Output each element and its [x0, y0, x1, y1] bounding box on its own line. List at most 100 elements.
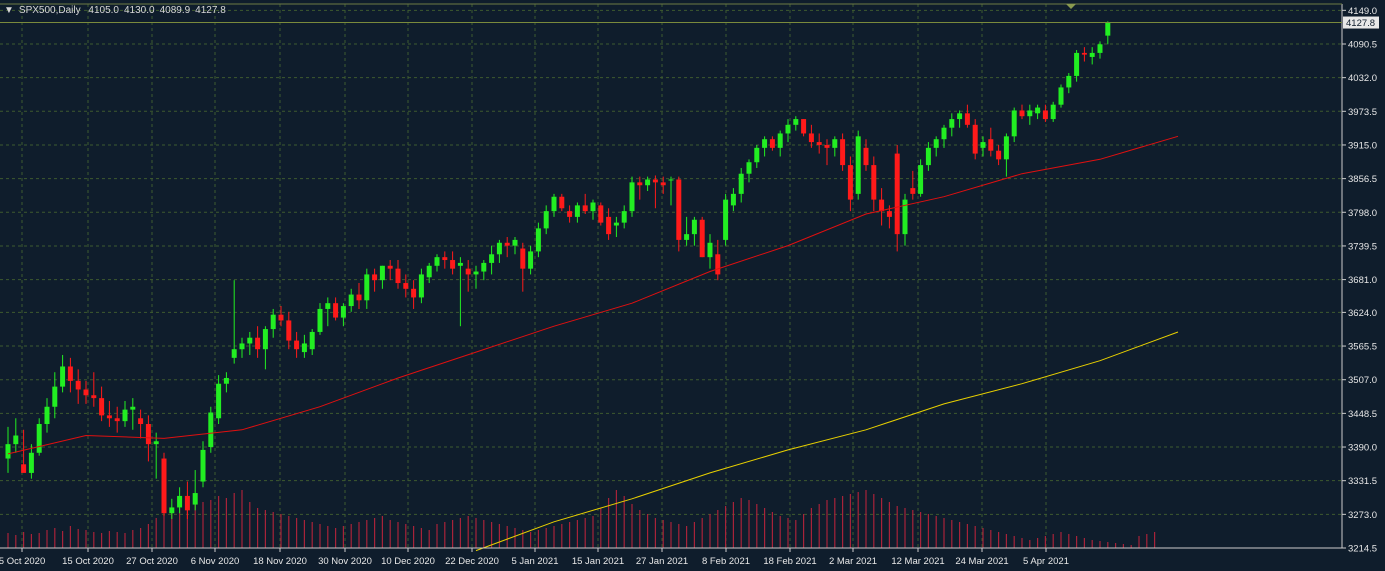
candle-body	[60, 366, 66, 387]
close-value: 4127.8	[195, 5, 226, 16]
candle-body	[785, 124, 791, 134]
candle-body	[1066, 75, 1072, 88]
candle-body	[621, 211, 627, 223]
candle-body	[387, 265, 393, 269]
candle-body	[723, 199, 729, 240]
candle-body	[567, 211, 573, 217]
candle-body	[317, 308, 323, 332]
y-tick-label: 3973.5	[1348, 107, 1377, 118]
y-tick-label: 3214.5	[1348, 544, 1377, 555]
candle-body	[707, 242, 713, 258]
chart-shift-marker-icon	[1066, 4, 1076, 9]
candle-body	[457, 262, 463, 266]
candle-body	[746, 162, 752, 174]
candle-body	[1042, 110, 1048, 120]
y-tick-label: 3448.5	[1348, 409, 1377, 420]
collapse-triangle-icon[interactable]: ▼	[4, 5, 14, 16]
candle-body	[372, 274, 378, 281]
candle-body	[83, 389, 89, 396]
candle-body	[395, 268, 401, 284]
candle-body	[996, 150, 1002, 160]
candle-body	[816, 142, 822, 145]
candle-body	[5, 444, 11, 459]
candle-body	[247, 337, 253, 344]
candle-body	[808, 133, 814, 143]
candle-body	[231, 349, 237, 358]
candle-body	[676, 179, 682, 240]
candle-body	[660, 182, 666, 186]
candle-body	[169, 507, 175, 514]
candle-body	[216, 383, 222, 419]
x-tick-label: 10 Dec 2020	[381, 556, 435, 567]
candles	[5, 21, 1111, 519]
candle-body	[465, 268, 471, 275]
y-tick-label: 3624.0	[1348, 308, 1377, 319]
candle-body	[972, 124, 978, 154]
candle-body	[1105, 22, 1111, 36]
candle-body	[762, 139, 768, 148]
candle-body	[309, 331, 315, 350]
y-tick-label: 3681.0	[1348, 275, 1377, 286]
y-tick-label: 4149.0	[1348, 6, 1377, 17]
candle-body	[824, 144, 830, 148]
current-price-box	[1343, 16, 1379, 29]
candle-body	[418, 274, 424, 298]
candle-body	[91, 395, 97, 399]
candle-body	[325, 303, 331, 309]
y-tick-label: 3915.0	[1348, 140, 1377, 151]
candle-body	[177, 495, 183, 508]
candle-body	[270, 314, 276, 330]
candle-body	[691, 219, 697, 235]
y-tick-label: 3856.5	[1348, 174, 1377, 185]
symbol-label: SPX500,Daily	[18, 5, 81, 16]
candle-body	[122, 409, 128, 422]
x-tick-label: 6 Nov 2020	[191, 556, 240, 567]
candle-body	[114, 418, 120, 422]
candle-body	[44, 406, 50, 425]
candle-body	[598, 205, 604, 223]
candle-body	[847, 165, 853, 200]
candle-body	[223, 377, 229, 384]
y-tick-label: 3739.5	[1348, 241, 1377, 252]
candle-body	[964, 113, 970, 125]
candle-body	[910, 188, 916, 194]
candle-body	[582, 205, 588, 212]
candle-body	[1089, 52, 1095, 57]
x-tick-label: 18 Feb 2021	[763, 556, 816, 567]
candle-body	[754, 147, 760, 163]
candle-body	[918, 165, 924, 194]
candle-body	[894, 153, 900, 235]
candle-body	[426, 265, 432, 278]
candle-body	[184, 495, 190, 511]
y-tick-label: 3565.5	[1348, 342, 1377, 353]
candle-body	[769, 139, 775, 148]
candle-body	[1058, 87, 1064, 105]
candle-body	[403, 283, 409, 289]
candle-body	[348, 294, 354, 307]
candle-body	[504, 242, 510, 246]
candle-body	[489, 254, 495, 263]
candle-body	[333, 303, 339, 318]
x-tick-label: 2 Mar 2021	[829, 556, 877, 567]
candle-body	[450, 260, 456, 269]
candle-body	[255, 337, 261, 350]
ma-slow-line	[475, 331, 1179, 552]
candle-body	[130, 406, 136, 410]
candle-body	[535, 228, 541, 252]
x-tick-label: 5 Jan 2021	[511, 556, 558, 567]
candle-body	[356, 294, 362, 301]
x-tick-label: 15 Oct 2020	[62, 556, 114, 567]
candle-body	[138, 418, 144, 425]
candle-body	[871, 165, 877, 200]
candle-body	[208, 412, 214, 448]
candle-body	[684, 234, 690, 240]
candle-body	[777, 133, 783, 148]
candle-body	[496, 242, 502, 255]
candle-body	[434, 257, 440, 266]
open-value: 4105.0	[88, 5, 119, 16]
candle-body	[278, 314, 284, 321]
candle-body	[67, 366, 73, 381]
candle-body	[379, 265, 385, 281]
